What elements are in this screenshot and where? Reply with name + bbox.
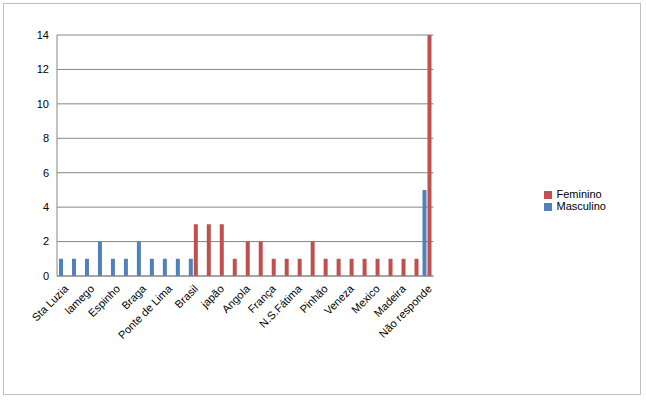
svg-text:8: 8 [43, 132, 49, 144]
svg-text:lamego: lamego [62, 282, 97, 317]
svg-text:0: 0 [43, 270, 49, 282]
svg-text:Mexico: Mexico [348, 282, 382, 316]
svg-text:Angola: Angola [219, 282, 253, 316]
svg-text:Veneza: Veneza [322, 282, 357, 317]
svg-text:Não responde: Não responde [377, 282, 434, 339]
svg-text:Madeira: Madeira [371, 282, 408, 319]
svg-text:japão: japão [198, 282, 227, 310]
svg-text:12: 12 [37, 63, 49, 75]
svg-text:6: 6 [43, 167, 49, 179]
svg-text:10: 10 [37, 98, 49, 110]
html-text:Feminino: Feminino [556, 188, 602, 200]
svg-text:Pinhão: Pinhão [297, 282, 331, 316]
svg-text:2: 2 [43, 235, 49, 247]
html-text:Masculino: Masculino [556, 200, 606, 212]
svg-text:Brasil: Brasil [172, 282, 200, 310]
svg-text:Sta Luzia: Sta Luzia [30, 282, 72, 324]
svg-text:4: 4 [43, 201, 49, 213]
svg-text:N.S.Fátima: N.S.Fátima [256, 282, 305, 330]
svg-text:Espinho: Espinho [86, 282, 123, 319]
svg-text:França: França [245, 282, 279, 316]
svg-text:Braga: Braga [119, 282, 149, 312]
svg-text:14: 14 [37, 29, 49, 41]
svg-text:Ponte de Lima: Ponte de Lima [116, 282, 175, 341]
